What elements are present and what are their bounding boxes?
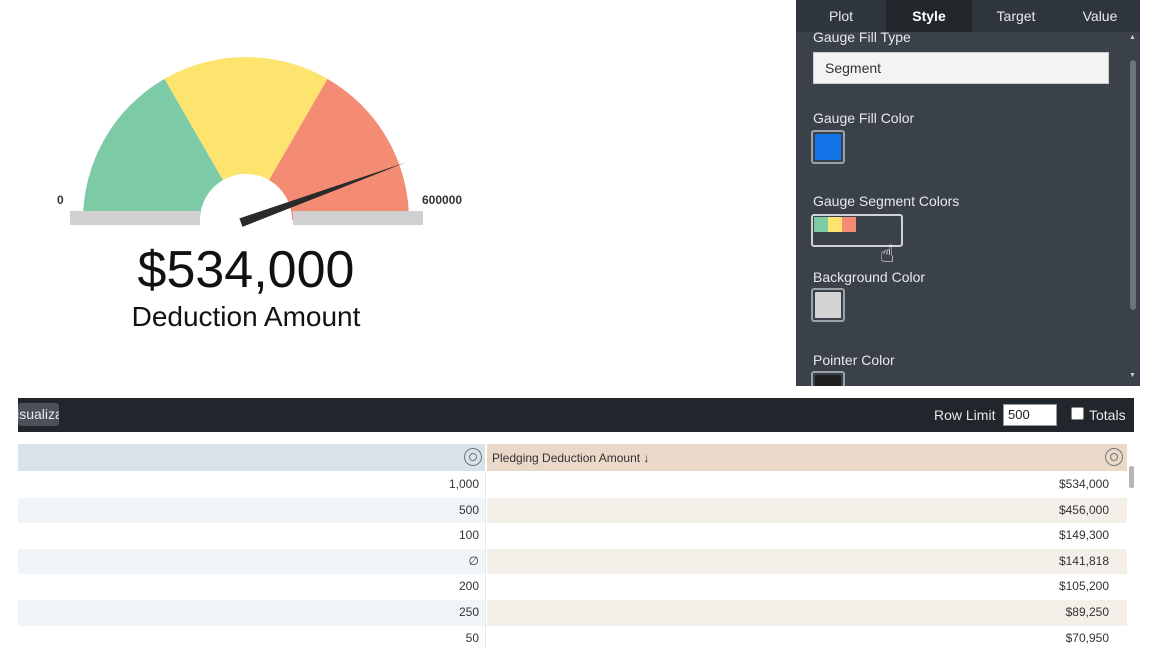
segment-colors-swatch[interactable] xyxy=(811,214,903,247)
style-panel: Plot Style Target Value Gauge Fill Type … xyxy=(796,0,1140,386)
table-scroll-thumb[interactable] xyxy=(1129,466,1134,488)
gear-icon[interactable] xyxy=(1105,448,1123,466)
table-row: 50 $70,950 xyxy=(18,625,1127,648)
table-cell: 50 xyxy=(18,625,486,648)
table-cell: $70,950 xyxy=(1065,630,1109,645)
pointer-color-swatch[interactable] xyxy=(811,371,845,386)
gauge-segment-mid xyxy=(164,56,328,181)
background-color-label: Background Color xyxy=(813,269,926,285)
hand-cursor-icon: ☝ xyxy=(880,241,895,268)
row-limit-input[interactable]: 500 xyxy=(1003,404,1057,426)
column-header-1[interactable] xyxy=(18,444,486,471)
data-table: Pledging Deduction Amount ↓ 1,000 $534,0… xyxy=(18,444,1134,648)
gauge-segment-low xyxy=(83,78,223,220)
panel-scrollbar[interactable]: ▲ ▼ xyxy=(1127,32,1140,386)
fill-color-swatch[interactable] xyxy=(811,130,845,164)
gauge-chart xyxy=(70,56,423,250)
pointer-color-label: Pointer Color xyxy=(813,352,895,368)
table-cell: $89,250 xyxy=(487,600,1127,626)
table-row: 200 $105,200 xyxy=(18,574,1127,600)
table-cell: 200 xyxy=(18,574,486,600)
table-row: 250 $89,250 xyxy=(18,600,1127,626)
gauge-segment-high xyxy=(269,78,409,220)
table-scrollbar[interactable] xyxy=(1127,462,1135,648)
gauge-max-label: 600000 xyxy=(422,193,463,207)
background-color-swatch[interactable] xyxy=(811,288,845,322)
visualization-button[interactable]: Visualization xyxy=(18,403,59,426)
fill-color-chip xyxy=(815,134,841,160)
pointer-color-chip xyxy=(815,375,841,386)
gauge-track-left xyxy=(70,211,200,225)
table-cell: $149,300 xyxy=(1058,528,1109,543)
gauge-hub xyxy=(200,174,292,250)
column-header-title: Pledging Deduction Amount ↓ xyxy=(492,451,650,465)
gauge-value: $534,000 xyxy=(137,241,355,299)
scroll-thumb[interactable] xyxy=(1130,60,1136,310)
table-cell: $456,000 xyxy=(487,497,1127,524)
tab-plot[interactable]: Plot xyxy=(828,8,854,24)
background-color-chip xyxy=(815,292,841,318)
panel-tabs: Plot Style Target Value xyxy=(796,0,1140,32)
gauge-min-label: 0 xyxy=(57,193,64,207)
table-cell: 1,000 xyxy=(18,472,486,498)
row-limit-label: Row Limit xyxy=(934,407,996,423)
fill-type-label: Gauge Fill Type xyxy=(813,29,911,45)
tab-target[interactable]: Target xyxy=(996,8,1036,24)
table-cell: $534,000 xyxy=(1058,477,1109,491)
fill-type-select[interactable]: Segment xyxy=(813,52,1109,84)
scroll-down-icon[interactable]: ▼ xyxy=(1129,372,1136,379)
gauge-track-right xyxy=(293,211,423,225)
scroll-up-icon[interactable]: ▲ xyxy=(1129,34,1136,41)
panel-body: Gauge Fill Type Segment Gauge Fill Color… xyxy=(796,29,1126,386)
segment-color-chip xyxy=(828,217,842,232)
gauge-label: Deduction Amount xyxy=(131,301,361,332)
column-header-2[interactable]: Pledging Deduction Amount ↓ xyxy=(487,444,1127,471)
table-cell: 100 xyxy=(18,523,486,549)
totals-checkbox[interactable] xyxy=(1071,407,1084,420)
table-cell: 500 xyxy=(18,497,486,524)
table-cell: ∅ xyxy=(18,548,486,575)
gauge-needle xyxy=(239,162,406,227)
table-cell: $141,818 xyxy=(487,548,1127,575)
table-row: 1,000 $534,000 xyxy=(18,472,1127,498)
segment-color-chip xyxy=(842,217,856,232)
table-cell: 250 xyxy=(18,600,486,626)
data-toolbar: Visualization Row Limit 500 Totals xyxy=(18,398,1134,432)
table-row: 500 $456,000 xyxy=(18,497,1127,524)
table-cell: $105,200 xyxy=(1058,579,1109,594)
tab-value[interactable]: Value xyxy=(1082,8,1118,24)
table-row: 100 $149,300 xyxy=(18,523,1127,549)
visualization-button-label: Visualization xyxy=(18,406,59,422)
gear-icon[interactable] xyxy=(464,448,482,466)
table-row: ∅ $141,818 xyxy=(18,548,1127,575)
segment-color-chip xyxy=(814,217,828,232)
segment-colors-label: Gauge Segment Colors xyxy=(813,193,960,209)
tab-style[interactable]: Style xyxy=(886,0,972,32)
totals-label: Totals xyxy=(1089,407,1126,423)
fill-color-label: Gauge Fill Color xyxy=(813,110,915,126)
